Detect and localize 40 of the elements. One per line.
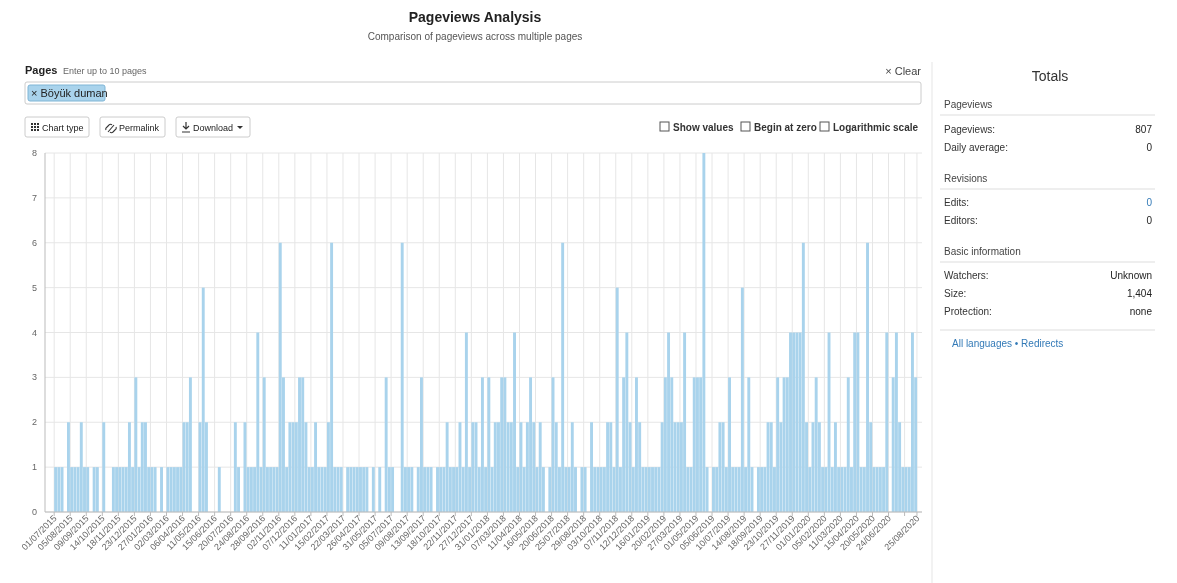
y-tick-label: 7 [31, 192, 37, 203]
y-tick-label: 0 [31, 507, 37, 517]
text: Revisions [944, 173, 988, 184]
text: none [1129, 306, 1153, 317]
text: All languages • Redirects [952, 338, 1064, 349]
text: Download [193, 123, 234, 133]
text: Pages [25, 64, 58, 76]
text: 1,404 [1126, 288, 1153, 299]
y-tick-label: 5 [31, 282, 37, 293]
text: Protection: [944, 306, 992, 317]
chart-subtitle: Comparison of pageviews across multiple pages [367, 31, 583, 42]
text: Unknown [1110, 270, 1152, 281]
text: × Böyük duman [31, 87, 108, 99]
text: Daily average: [944, 142, 1008, 153]
text: Totals [1031, 68, 1069, 84]
text: Show values [673, 122, 735, 133]
text: Pageviews: [944, 124, 996, 135]
text: 0 [1146, 142, 1153, 153]
y-tick-label: 8 [31, 148, 37, 158]
text: Enter up to 10 pages [63, 66, 148, 76]
text: Basic information [944, 246, 1021, 257]
text: 807 [1135, 124, 1153, 135]
chart-title: Pageviews Analysis [408, 9, 542, 25]
text: Permalink [119, 123, 160, 133]
text: 0 [1146, 215, 1153, 226]
y-tick-label: 1 [31, 462, 37, 473]
y-tick-label: 2 [31, 417, 37, 428]
y-tick-label: 6 [31, 237, 37, 248]
text: Begin at zero [754, 122, 817, 133]
text: × Clear [885, 65, 922, 77]
text: Watchers: [944, 270, 989, 281]
text: Pageviews [944, 99, 993, 110]
text: 0 [1146, 197, 1153, 208]
text: Size: [944, 288, 967, 299]
y-tick-label: 4 [31, 327, 37, 338]
y-tick-label: 3 [31, 372, 37, 383]
text: Logarithmic scale [833, 122, 919, 133]
text: Edits: [944, 197, 970, 208]
text: Editors: [944, 215, 978, 226]
text: Chart type [42, 123, 84, 133]
